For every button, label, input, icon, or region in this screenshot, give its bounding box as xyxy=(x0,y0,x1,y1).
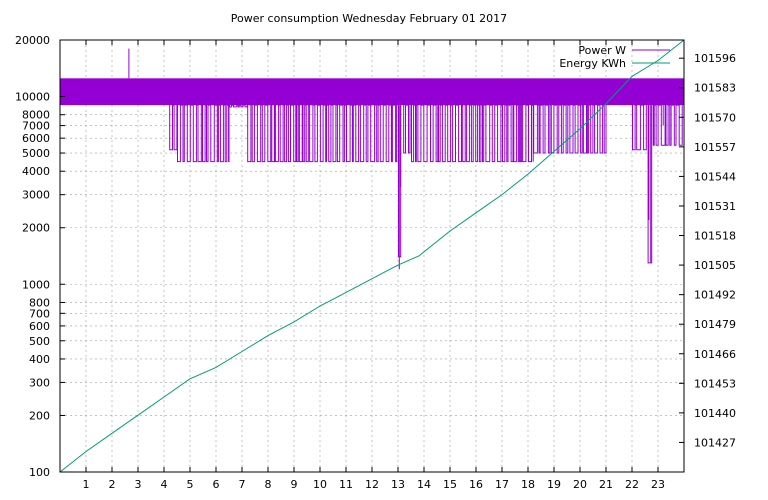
y-tick-label: 20000 xyxy=(15,34,50,47)
y-tick-label: 1000 xyxy=(22,278,50,291)
x-tick-label: 22 xyxy=(625,478,639,491)
y2-tick-label: 101505 xyxy=(694,259,736,272)
chart-title: Power consumption Wednesday February 01 … xyxy=(231,12,507,25)
y-tick-label: 8000 xyxy=(22,109,50,122)
power-drop-path xyxy=(411,104,534,163)
y-tick-label: 6000 xyxy=(22,132,50,145)
power-drop-path xyxy=(398,104,402,258)
y2-tick-label: 101531 xyxy=(694,200,736,213)
y-tick-label: 2000 xyxy=(22,222,50,235)
x-tick-label: 9 xyxy=(291,478,298,491)
y-tick-label: 400 xyxy=(29,353,50,366)
legend: Power W Energy KWh xyxy=(559,44,670,70)
x-tick-label: 4 xyxy=(161,478,168,491)
y-tick-label: 200 xyxy=(29,409,50,422)
y2-tick-label: 101583 xyxy=(694,82,736,95)
y-tick-label: 700 xyxy=(29,307,50,320)
y-tick-label: 300 xyxy=(29,376,50,389)
x-tick-label: 13 xyxy=(391,478,405,491)
x-tick-label: 10 xyxy=(313,478,327,491)
x-tick-label: 17 xyxy=(495,478,509,491)
legend-label-power: Power W xyxy=(578,44,626,57)
x-tick-label: 3 xyxy=(135,478,142,491)
y-tick-label: 3000 xyxy=(22,189,50,202)
y2-tick-label: 101557 xyxy=(694,141,736,154)
x-tick-label: 2 xyxy=(109,478,116,491)
power-drop-path xyxy=(632,104,647,151)
x-tick-label: 23 xyxy=(651,478,665,491)
y-tick-label: 600 xyxy=(29,320,50,333)
y2-tick-label: 101518 xyxy=(694,230,736,243)
y2-tick-label: 101479 xyxy=(694,318,736,331)
x-tick-label: 14 xyxy=(417,478,431,491)
y-tick-label: 10000 xyxy=(15,91,50,104)
y2-tick-label: 101544 xyxy=(694,170,736,183)
y-tick-label: 100 xyxy=(29,466,50,479)
x-tick-label: 6 xyxy=(213,478,220,491)
x-tick-label: 21 xyxy=(599,478,613,491)
y2-tick-label: 101427 xyxy=(694,436,736,449)
energy-line xyxy=(59,39,685,473)
x-tick-label: 8 xyxy=(265,478,272,491)
power-drop-path xyxy=(229,104,248,108)
x-tick-label: 20 xyxy=(573,478,587,491)
y-tick-label: 7000 xyxy=(22,120,50,133)
y-tick-label: 4000 xyxy=(22,165,50,178)
x-tick-label: 19 xyxy=(547,478,561,491)
x-tick-label: 16 xyxy=(469,478,483,491)
power-drop-path xyxy=(403,104,411,154)
ticks: 1 2 3 4 5 6 7 8 9 10 11 12 13 14 15 16 17 18 19 20 21 22 23100… xyxy=(15,34,736,491)
x-tick-label: 11 xyxy=(339,478,353,491)
x-tick-label: 18 xyxy=(521,478,535,491)
power-drop-path xyxy=(247,104,398,163)
x-tick-label: 12 xyxy=(365,478,379,491)
y2-tick-label: 101596 xyxy=(694,52,736,65)
y2-tick-label: 101570 xyxy=(694,111,736,124)
y2-tick-label: 101453 xyxy=(694,377,736,390)
y-tick-label: 800 xyxy=(29,296,50,309)
legend-label-energy: Energy KWh xyxy=(559,57,626,70)
power-drop-path xyxy=(533,104,607,154)
x-tick-label: 5 xyxy=(187,478,194,491)
y2-tick-label: 101440 xyxy=(694,407,736,420)
y-tick-label: 5000 xyxy=(22,147,50,160)
x-tick-label: 1 xyxy=(83,478,90,491)
power-drop-path xyxy=(652,104,683,146)
x-tick-label: 15 xyxy=(443,478,457,491)
y-tick-label: 500 xyxy=(29,335,50,348)
x-tick-label: 7 xyxy=(239,478,246,491)
y2-tick-label: 101492 xyxy=(694,289,736,302)
power-drop-path xyxy=(647,104,653,264)
series-layer xyxy=(59,39,685,473)
power-band xyxy=(60,78,684,106)
power-drop-path xyxy=(177,104,230,163)
power-drop-path xyxy=(169,104,178,151)
y2-tick-label: 101466 xyxy=(694,348,736,361)
